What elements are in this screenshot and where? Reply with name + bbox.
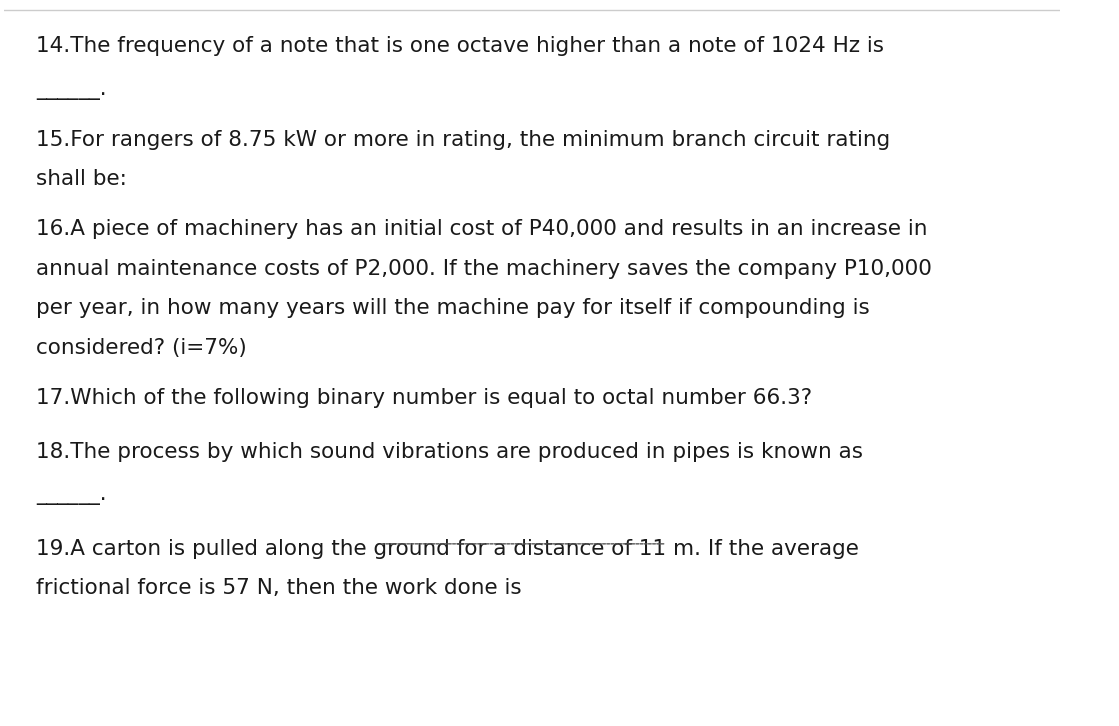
Text: 15.For rangers of 8.75 kW or more in rating, the minimum branch circuit rating: 15.For rangers of 8.75 kW or more in rat… [36,130,890,150]
Text: 19.A carton is pulled along the ground for a distance of 11 m. If the average: 19.A carton is pulled along the ground f… [36,539,858,559]
Text: 16.A piece of machinery has an initial cost of P40,000 and results in an increas: 16.A piece of machinery has an initial c… [36,219,928,240]
Text: 14.The frequency of a note that is one octave higher than a note of 1024 Hz is: 14.The frequency of a note that is one o… [36,36,884,57]
Text: ______.: ______. [36,485,106,505]
Text: shall be:: shall be: [36,169,126,189]
Text: per year, in how many years will the machine pay for itself if compounding is: per year, in how many years will the mac… [36,298,869,319]
Text: considered? (i=7%): considered? (i=7%) [36,338,246,358]
Text: 17.Which of the following binary number is equal to octal number 66.3?: 17.Which of the following binary number … [36,388,812,408]
Text: frictional force is 57 N, then the work done is: frictional force is 57 N, then the work … [36,579,521,598]
Text: ______.: ______. [36,80,106,99]
Text: annual maintenance costs of P2,000. If the machinery saves the company P10,000: annual maintenance costs of P2,000. If t… [36,259,932,279]
Text: 18.The process by which sound vibrations are produced in pipes is known as: 18.The process by which sound vibrations… [36,442,863,462]
